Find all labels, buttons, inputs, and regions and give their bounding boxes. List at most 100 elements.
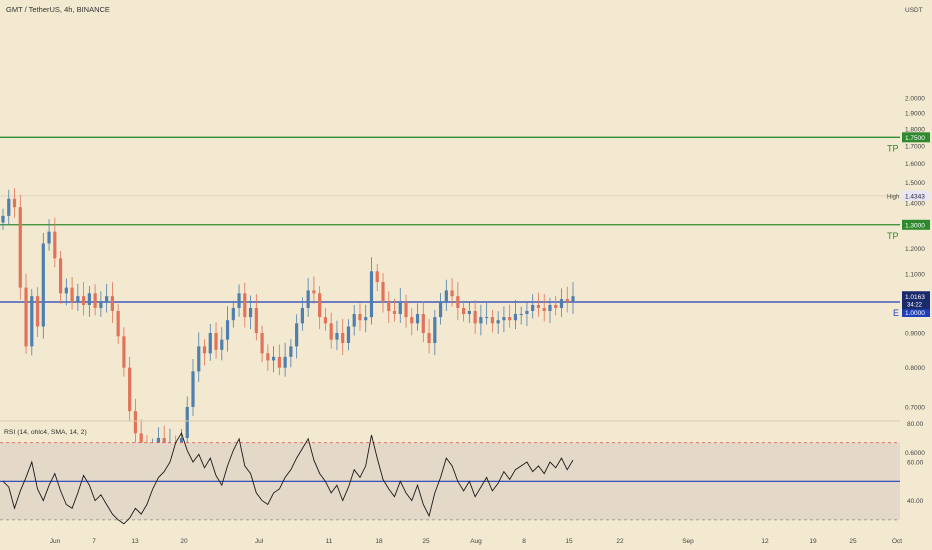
candle-body [272, 356, 276, 361]
y-tick-label: 0.7000 [905, 404, 925, 411]
candle-body [329, 323, 333, 340]
candle-body [202, 346, 207, 354]
y-tick-label: 1.6000 [905, 161, 925, 168]
candle-body [225, 320, 230, 340]
candle-body [364, 317, 368, 321]
candle-body [548, 304, 552, 311]
level-label: E [893, 308, 899, 318]
price-axis: 2.0000 1.9000 1.8000 1.7000 1.6000 1.5000 1.40… [905, 96, 925, 457]
candle-body [369, 271, 374, 318]
candle-body [496, 320, 500, 324]
candle-body [237, 293, 241, 308]
candle-body [277, 356, 281, 368]
last-price-text: 1.0163 [905, 294, 925, 301]
candle-body [7, 198, 11, 216]
candle-body [53, 231, 57, 259]
candle-body [444, 290, 448, 302]
candle-body [352, 314, 356, 327]
x-tick-label: Aug [470, 538, 482, 545]
candle-body [289, 346, 293, 357]
y-tick-label: 0.9000 [905, 331, 925, 338]
y-tick-label: 1.4000 [905, 200, 925, 207]
candle-body [300, 307, 304, 324]
x-tick-label: Jun [50, 538, 61, 545]
candle-body [479, 317, 483, 324]
time-axis: Jun 7 13 20 Jul 11 18 25 Aug 8 15 22 Sep 12 19 25 Oct [50, 538, 902, 545]
candlestick-series [1, 188, 575, 470]
candle-body [554, 304, 558, 308]
candle-body [58, 258, 63, 294]
x-tick-label: Jul [255, 538, 264, 545]
candle-body [490, 317, 494, 324]
candle-body [525, 310, 529, 315]
candle-body [519, 314, 523, 316]
candle-body [462, 307, 466, 315]
candle-body [433, 317, 437, 343]
countdown-text: 34:22 [907, 303, 923, 309]
candle-body [571, 296, 575, 302]
rsi-tick-label: 80.00 [907, 421, 924, 428]
candle-body [208, 333, 212, 354]
candle-body [467, 310, 471, 315]
x-tick-label: 13 [131, 538, 139, 545]
candle-body [254, 307, 258, 334]
candle-body [323, 317, 328, 324]
candle-body [12, 198, 17, 208]
y-tick-label: 0.8000 [905, 365, 925, 372]
candle-body [318, 293, 322, 318]
candle-body [415, 314, 420, 324]
candle-body [450, 290, 454, 297]
level-price-tag [902, 307, 930, 317]
candle-body [105, 296, 109, 302]
candle-body [197, 346, 201, 372]
rsi-tick-label: 40.00 [907, 498, 924, 505]
candle-body [93, 293, 97, 308]
currency-label: USDT [905, 7, 923, 14]
level-price-tag [902, 132, 930, 143]
candle-body [513, 314, 518, 321]
candle-body [335, 333, 339, 340]
candle-body [231, 307, 235, 321]
candle-body [542, 307, 546, 311]
candle-body [502, 317, 506, 321]
rsi-title: RSI (14, ohlc4, SMA, 14, 2) [4, 429, 87, 436]
x-tick-label: Oct [892, 538, 902, 545]
high-label: High [887, 194, 899, 200]
y-tick-label: 1.1000 [905, 271, 925, 278]
candle-body [70, 287, 74, 302]
rsi-pane: 80.00 60.00 40.00 [0, 421, 924, 525]
candle-body [110, 296, 114, 311]
level-price-text: 1.7500 [905, 135, 925, 142]
candle-body [536, 304, 541, 308]
rsi-tick-label: 60.00 [907, 460, 924, 467]
candle-body [565, 299, 569, 302]
candle-body [404, 302, 408, 318]
candle-body [133, 411, 138, 434]
x-tick-label: 11 [326, 538, 333, 545]
candle-body [122, 336, 126, 368]
candle-body [76, 296, 80, 302]
x-tick-label: 25 [422, 538, 430, 545]
candle-body [41, 243, 45, 327]
y-tick-label: 1.2000 [905, 246, 925, 253]
candle-body [64, 287, 68, 294]
x-tick-label: 22 [616, 538, 624, 545]
y-tick-label: 2.0000 [905, 96, 925, 103]
candle-body [35, 296, 40, 327]
y-tick-label: 1.7000 [905, 143, 925, 150]
last-price-tag [902, 291, 930, 310]
x-tick-label: 7 [92, 538, 96, 545]
rsi-line [2, 432, 574, 525]
high-price-tag [902, 190, 930, 201]
candle-body [18, 207, 22, 288]
candle-body [87, 293, 91, 305]
candle-body [243, 293, 247, 318]
y-tick-label: 1.8000 [905, 127, 925, 134]
candle-body [341, 333, 345, 343]
candle-body [346, 326, 351, 343]
candle-body [456, 296, 460, 308]
candle-body [139, 433, 143, 443]
x-tick-label: 18 [375, 538, 383, 545]
x-tick-label: 19 [809, 538, 817, 545]
